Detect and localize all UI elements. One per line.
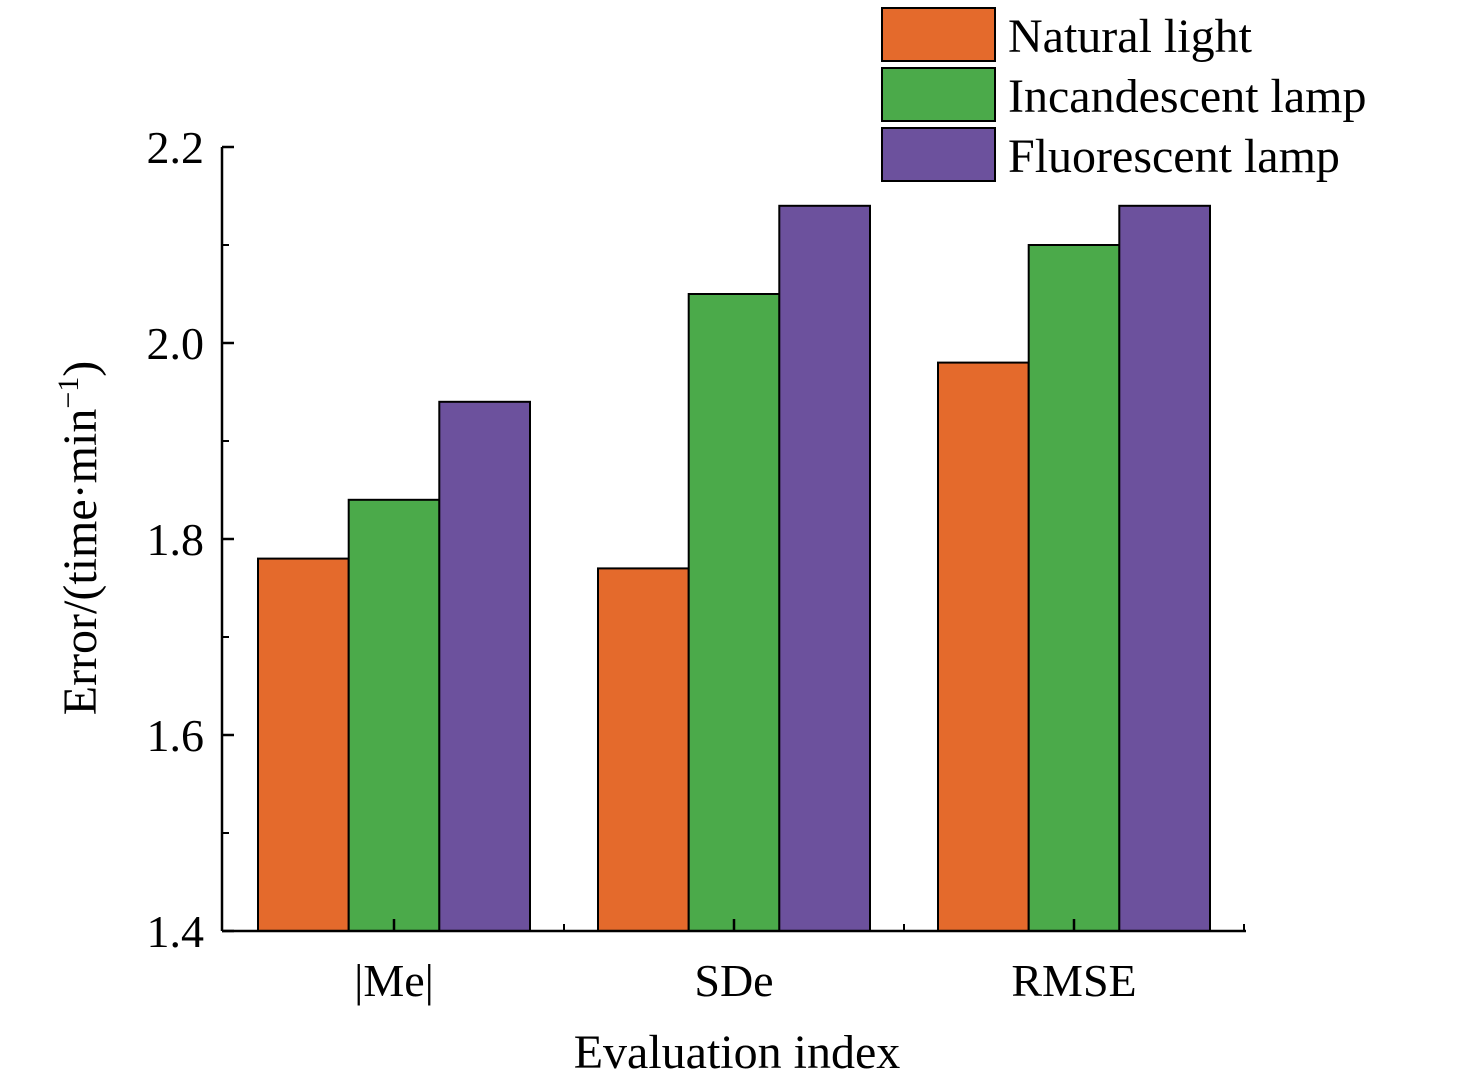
legend-label-1: Natural light <box>1008 10 1253 63</box>
bar-fluorescent-lamp-1 <box>438 400 531 932</box>
x-tick-label: RMSE <box>1011 955 1136 1006</box>
y-tick-label: 1.6 <box>147 710 205 761</box>
bar-natural-light-1 <box>257 557 350 932</box>
tick-labels-group: 1.4 1.6 1.8 2.0 2.2 |Me| SDe RMSE <box>147 122 1137 1006</box>
legend-swatch-3 <box>881 127 996 182</box>
x-tick-label: SDe <box>694 955 773 1006</box>
bar-natural-light-2 <box>597 567 690 933</box>
legend: Natural light Incandescent lamp Fluorescen… <box>881 7 1367 183</box>
legend-swatch-2 <box>881 67 996 122</box>
legend-label-3: Fluorescent lamp <box>1008 130 1340 183</box>
bar-natural-light-3 <box>937 361 1030 933</box>
y-axis-title-superscript: −1 <box>52 377 85 409</box>
y-tick-label: 1.8 <box>147 514 205 565</box>
bar-incandescent-lamp-1 <box>347 498 441 932</box>
y-tick-label: 1.4 <box>147 906 205 957</box>
bar-incandescent-lamp-3 <box>1027 244 1121 932</box>
y-axis-title-close: ) <box>54 361 107 377</box>
axes-group <box>220 145 1246 933</box>
bar-fluorescent-lamp-2 <box>778 204 871 933</box>
y-tick-label: 2.2 <box>147 122 205 173</box>
y-axis-title-main: Error/(time·min <box>54 409 107 716</box>
x-tick-label: |Me| <box>354 955 434 1006</box>
y-axis-title: Error/(time·min−1) <box>52 361 107 715</box>
bar-incandescent-lamp-2 <box>687 293 781 932</box>
legend-swatch-1 <box>881 7 996 62</box>
bar-fluorescent-lamp-3 <box>1118 204 1212 933</box>
x-axis-title: Evaluation index <box>574 1026 901 1079</box>
bars-group <box>257 204 1212 933</box>
legend-label-2: Incandescent lamp <box>1008 70 1367 123</box>
y-tick-label: 2.0 <box>147 318 205 369</box>
